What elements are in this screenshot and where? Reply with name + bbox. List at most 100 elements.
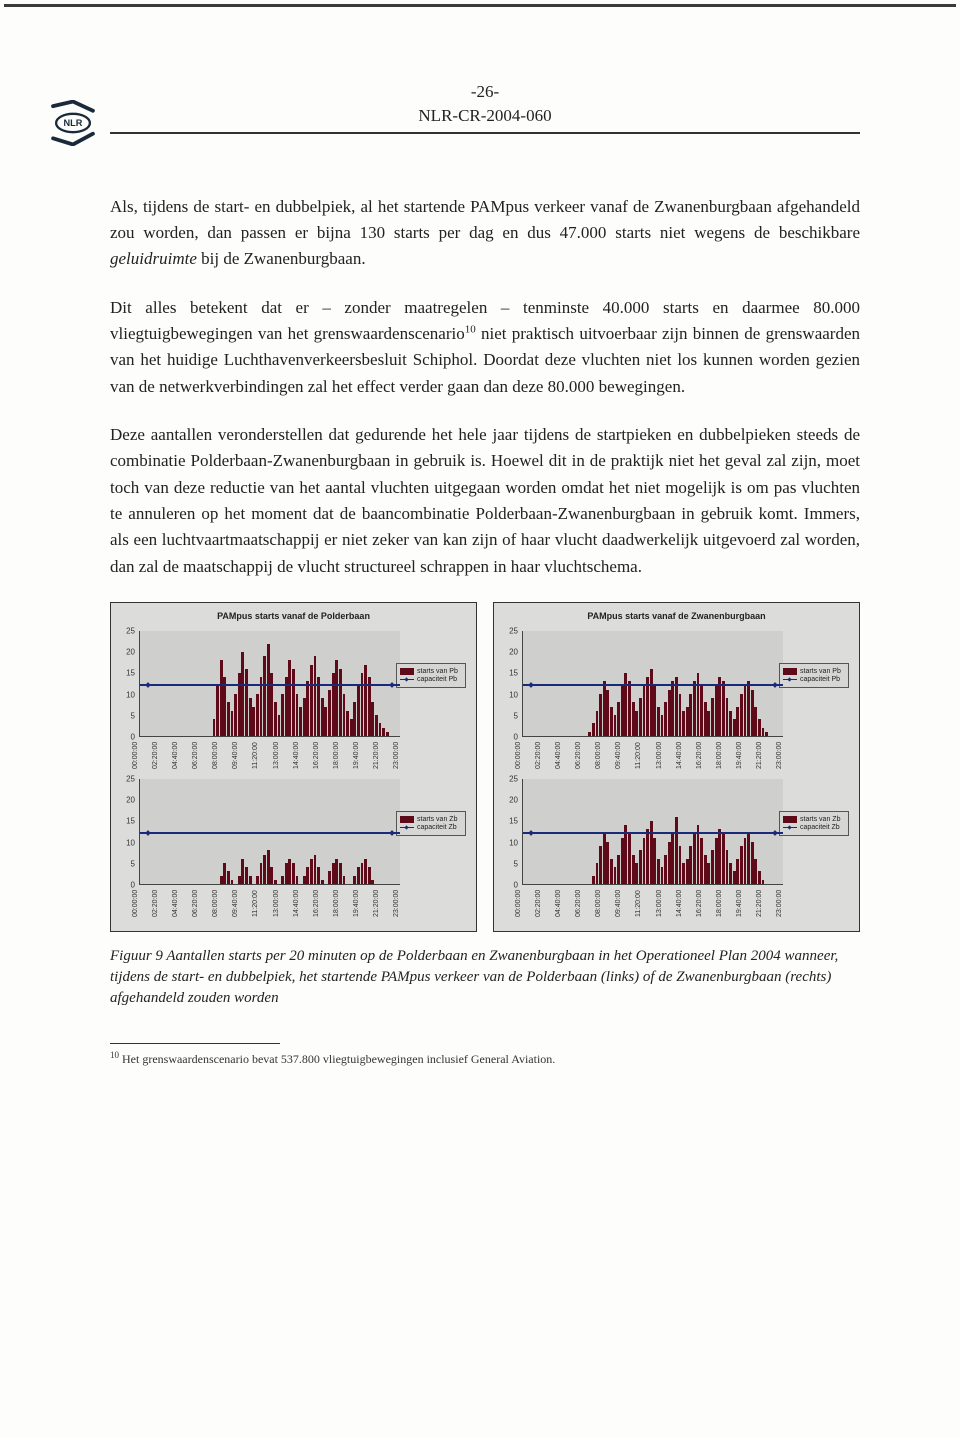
bar bbox=[364, 665, 367, 736]
doc-id: NLR-CR-2004-060 bbox=[110, 104, 860, 128]
legend-row-line: capaciteit Pb bbox=[783, 676, 845, 683]
x-tick: 16:20:00 bbox=[313, 890, 320, 917]
legend-label-line: capaciteit Zb bbox=[800, 824, 840, 831]
chart-plot bbox=[139, 631, 400, 737]
bar bbox=[245, 867, 248, 884]
bar bbox=[223, 863, 226, 884]
bar bbox=[686, 707, 689, 736]
bar bbox=[267, 850, 270, 884]
x-tick: 21:20:00 bbox=[756, 890, 763, 917]
bar bbox=[671, 834, 674, 884]
bar bbox=[368, 677, 371, 736]
p1-italic: geluidruimte bbox=[110, 249, 197, 268]
x-tick: 11:20:00 bbox=[252, 890, 259, 917]
bar bbox=[270, 673, 273, 736]
nlr-logo: NLR bbox=[50, 100, 96, 146]
y-tick: 0 bbox=[514, 733, 518, 742]
top-scan-artifact bbox=[4, 4, 956, 7]
page-number: -26- bbox=[110, 80, 860, 104]
bar bbox=[263, 656, 266, 736]
bar bbox=[281, 876, 284, 884]
bar bbox=[740, 694, 743, 736]
bar bbox=[744, 686, 747, 736]
x-tick: 14:40:00 bbox=[293, 890, 300, 917]
bar bbox=[231, 711, 234, 736]
legend-row-bar: starts van Zb bbox=[783, 816, 845, 823]
x-tick: 09:40:00 bbox=[615, 890, 622, 917]
x-tick: 11:20:00 bbox=[252, 742, 259, 769]
bar bbox=[256, 694, 259, 736]
chart-plot bbox=[522, 779, 783, 885]
bar bbox=[314, 855, 317, 884]
bar bbox=[332, 863, 335, 884]
x-tick: 13:00:00 bbox=[656, 742, 663, 769]
capacity-line bbox=[523, 684, 783, 686]
x-tick: 13:00:00 bbox=[273, 890, 280, 917]
legend-label-bar: starts van Zb bbox=[417, 816, 457, 823]
bar bbox=[751, 690, 754, 736]
bar bbox=[643, 686, 646, 736]
y-tick: 10 bbox=[126, 690, 135, 699]
chart-legend: starts van Zbcapaciteit Zb bbox=[779, 811, 849, 836]
bar bbox=[661, 715, 664, 736]
x-tick: 21:20:00 bbox=[373, 890, 380, 917]
x-tick: 06:20:00 bbox=[575, 742, 582, 769]
bar bbox=[249, 698, 252, 736]
bar bbox=[281, 694, 284, 736]
bar bbox=[650, 669, 653, 736]
y-tick: 0 bbox=[514, 881, 518, 890]
bar bbox=[711, 698, 714, 736]
bar bbox=[371, 702, 374, 736]
bar bbox=[744, 838, 747, 884]
footnote-number: 10 bbox=[110, 1050, 119, 1060]
y-tick: 25 bbox=[126, 627, 135, 636]
bar bbox=[704, 855, 707, 884]
chart-legend: starts van Pbcapaciteit Pb bbox=[396, 663, 466, 688]
bar bbox=[238, 876, 241, 884]
bar bbox=[650, 821, 653, 884]
bar bbox=[364, 859, 367, 884]
bar bbox=[682, 711, 685, 736]
bar bbox=[606, 690, 609, 736]
x-tick: 19:40:00 bbox=[736, 890, 743, 917]
x-tick: 19:40:00 bbox=[736, 742, 743, 769]
x-tick: 11:20:00 bbox=[635, 742, 642, 769]
bar bbox=[639, 698, 642, 736]
bar bbox=[274, 880, 277, 884]
bar bbox=[682, 863, 685, 884]
bar bbox=[704, 702, 707, 736]
p1-b: bij de Zwanenburgbaan. bbox=[197, 249, 366, 268]
bar bbox=[675, 817, 678, 884]
bar bbox=[292, 863, 295, 884]
p2-footnote-ref: 10 bbox=[465, 323, 476, 335]
bar bbox=[332, 673, 335, 736]
bar bbox=[729, 863, 732, 884]
bar bbox=[599, 694, 602, 736]
y-tick: 20 bbox=[509, 796, 518, 805]
swatch-line bbox=[783, 827, 797, 828]
bar bbox=[736, 859, 739, 884]
document-page: NLR -26- NLR-CR-2004-060 Als, tijdens de… bbox=[0, 0, 960, 1437]
capacity-line bbox=[140, 684, 400, 686]
x-tick: 02:20:00 bbox=[535, 890, 542, 917]
bar bbox=[274, 702, 277, 736]
bar bbox=[693, 681, 696, 736]
legend-row-bar: starts van Zb bbox=[400, 816, 462, 823]
bar bbox=[382, 728, 385, 736]
bar bbox=[740, 846, 743, 884]
bar bbox=[328, 690, 331, 736]
bar bbox=[223, 677, 226, 736]
x-tick: 04:40:00 bbox=[172, 890, 179, 917]
bar bbox=[310, 665, 313, 736]
bar bbox=[726, 850, 729, 884]
bar bbox=[747, 681, 750, 736]
y-axis-ticks: 0510152025 bbox=[502, 779, 520, 885]
x-tick: 08:00:00 bbox=[595, 890, 602, 917]
bar bbox=[386, 732, 389, 736]
x-tick: 18:00:00 bbox=[333, 890, 340, 917]
bar bbox=[263, 855, 266, 884]
bar bbox=[646, 829, 649, 884]
x-tick: 16:20:00 bbox=[696, 742, 703, 769]
bar bbox=[697, 825, 700, 884]
x-tick: 23:00:00 bbox=[393, 742, 400, 769]
